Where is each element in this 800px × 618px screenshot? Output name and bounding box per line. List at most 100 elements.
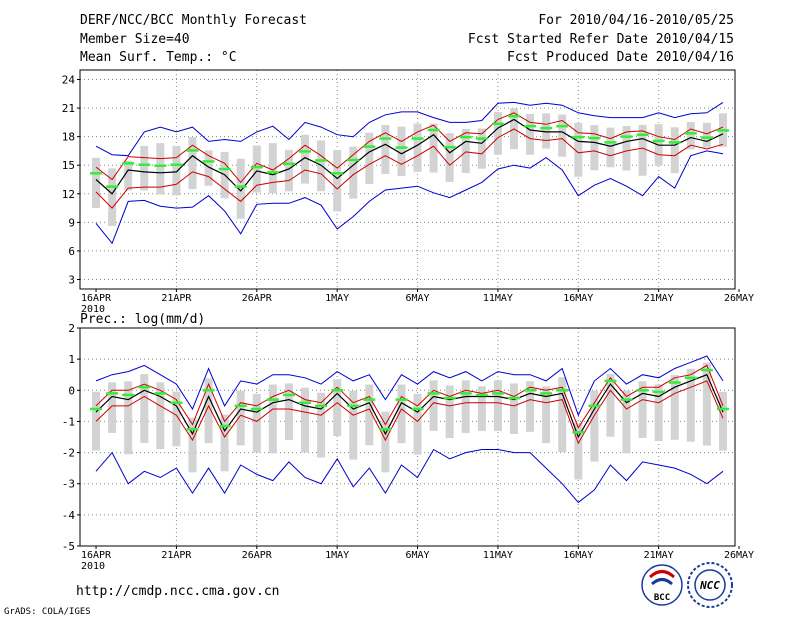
header-title: DERF/NCC/BCC Monthly Forecast xyxy=(80,13,307,28)
x-tick-label: 6MAY xyxy=(405,550,429,561)
x-tick-label: 21APR xyxy=(161,293,192,304)
header-started-date: Fcst Started Refer Date 2010/04/15 xyxy=(468,32,734,47)
spread-box xyxy=(365,132,374,185)
series-line-mean xyxy=(95,373,724,439)
spread-box xyxy=(140,374,149,443)
spread-box xyxy=(188,417,197,473)
x-tick-label: 1MAY xyxy=(325,550,349,561)
spread-box xyxy=(429,380,438,431)
bcc-logo-text: BCC xyxy=(654,593,670,603)
spread-box xyxy=(172,391,181,447)
spread-box xyxy=(381,411,390,473)
x-tick-label: 16APR xyxy=(81,550,112,561)
spread-box xyxy=(349,390,358,460)
x-tick-label: 21MAY xyxy=(644,550,674,561)
spread-box xyxy=(301,387,310,453)
spread-box xyxy=(349,146,358,199)
spread-box xyxy=(654,384,663,442)
spread-box xyxy=(333,150,342,212)
spread-box xyxy=(509,383,518,435)
series-line-mean-minus-std xyxy=(95,380,724,445)
x-year-label: 2010 xyxy=(81,561,105,572)
x-year-label: 2010 xyxy=(81,304,105,315)
spread-box xyxy=(429,123,438,173)
spread-box xyxy=(397,384,406,444)
spread-box xyxy=(236,390,245,446)
y-tick-label: -5 xyxy=(62,540,75,553)
spread-box xyxy=(124,381,133,455)
spread-box xyxy=(622,390,631,454)
spread-box xyxy=(108,168,117,226)
series-line-mean-plus-std xyxy=(95,112,724,184)
x-tick-label: 11MAY xyxy=(483,293,513,304)
spread-box xyxy=(284,383,293,441)
spread-box xyxy=(188,137,197,190)
x-tick-label: 21MAY xyxy=(644,293,674,304)
grads-credit: GrADS: COLA/IGES xyxy=(4,607,91,617)
spread-box xyxy=(413,123,422,172)
spread-box xyxy=(493,111,502,155)
spread-box xyxy=(268,143,277,194)
y-tick-label: 3 xyxy=(68,273,75,286)
temperature-panel: 3 6 9 12 15 18 21 24 16APR 21APR 26APR 1MAY 6MAY 11MA… xyxy=(62,69,754,315)
y-tick-label: 24 xyxy=(62,74,76,87)
x-tick-label: 16MAY xyxy=(563,293,593,304)
spread-box xyxy=(413,393,422,455)
plot-frame xyxy=(79,327,736,547)
spread-box xyxy=(638,381,647,438)
spread-box xyxy=(606,127,615,168)
spread-box xyxy=(638,124,647,176)
ncc-logo-text: NCC xyxy=(699,579,720,592)
spread-box xyxy=(590,125,599,171)
y-tick-label: 9 xyxy=(68,216,75,229)
spread-box xyxy=(558,114,567,157)
spread-box xyxy=(381,125,390,174)
spread-box xyxy=(526,113,535,155)
spread-box xyxy=(574,122,583,177)
spread-box xyxy=(445,385,454,439)
series-line-max xyxy=(95,355,724,417)
footer-url: http://cmdp.ncc.cma.gov.cn xyxy=(76,584,280,599)
spread-box xyxy=(124,160,133,191)
x-tick-label: 26MAY xyxy=(724,550,754,561)
spread-box xyxy=(622,125,631,171)
spread-box xyxy=(301,134,310,184)
spread-box xyxy=(172,145,181,196)
spread-box xyxy=(220,414,229,472)
plot-frame xyxy=(79,69,736,290)
y-tick-label: 12 xyxy=(62,188,75,201)
x-tick-label: 6MAY xyxy=(405,293,429,304)
spread-box xyxy=(397,126,406,177)
series-line-max xyxy=(95,150,724,245)
spread-box xyxy=(236,158,245,219)
precip-title: Prec.: log(mm/d) xyxy=(80,312,205,327)
spread-box xyxy=(542,386,551,444)
spread-box xyxy=(461,380,470,433)
spread-box xyxy=(268,384,277,454)
x-tick-label: 11MAY xyxy=(483,550,513,561)
header-period: For 2010/04/16-2010/05/25 xyxy=(538,13,734,28)
spread-box xyxy=(670,127,679,174)
spread-box xyxy=(718,391,727,451)
x-tick-label: 26APR xyxy=(242,550,273,561)
y-tick-label: -1 xyxy=(62,415,75,428)
spread-box xyxy=(686,122,695,150)
spread-box xyxy=(140,145,149,191)
spread-box xyxy=(365,384,374,446)
series-line-mean-plus-std xyxy=(95,364,724,429)
y-tick-label: -3 xyxy=(62,478,75,491)
spread-box xyxy=(204,378,213,444)
spread-box xyxy=(542,113,551,149)
y-tick-label: 1 xyxy=(68,353,75,366)
spread-box xyxy=(252,145,261,193)
spread-box xyxy=(108,382,117,433)
y-tick-label: 18 xyxy=(62,131,75,144)
x-tick-label: 26APR xyxy=(242,293,273,304)
spread-box xyxy=(252,393,261,453)
spread-box xyxy=(590,390,599,462)
y-tick-label: 0 xyxy=(68,384,75,397)
x-tick-label: 1MAY xyxy=(325,293,349,304)
header-member-size: Member Size=40 xyxy=(80,32,190,47)
x-tick-label: 16APR xyxy=(81,293,112,304)
